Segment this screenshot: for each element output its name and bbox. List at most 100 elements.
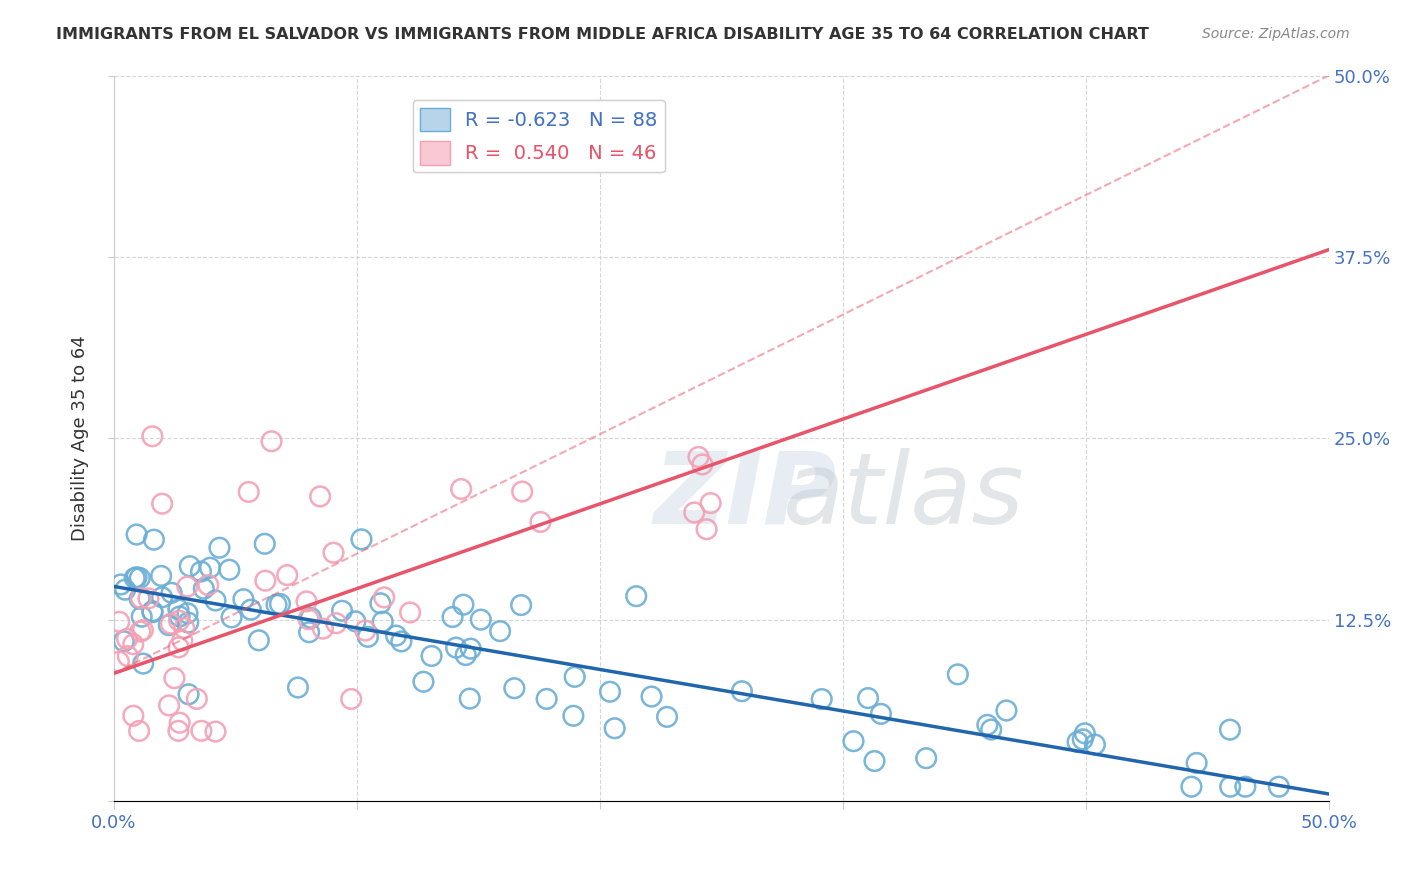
- Point: [176, 607, 198, 621]
- Point: [238, 485, 260, 500]
- Point: [169, 715, 191, 730]
- Point: [309, 490, 332, 504]
- Point: [208, 541, 231, 555]
- Point: [190, 723, 212, 738]
- Point: [179, 559, 201, 574]
- Point: [163, 671, 186, 685]
- Point: [172, 633, 194, 648]
- Point: [699, 496, 721, 510]
- Point: [295, 594, 318, 608]
- Text: IMMIGRANTS FROM EL SALVADOR VS IMMIGRANTS FROM MIDDLE AFRICA DISABILITY AGE 35 T: IMMIGRANTS FROM EL SALVADOR VS IMMIGRANT…: [56, 27, 1149, 42]
- Point: [129, 624, 152, 639]
- Point: [122, 708, 145, 723]
- Point: [1180, 780, 1202, 794]
- Point: [373, 591, 395, 605]
- Point: [946, 667, 969, 681]
- Point: [128, 571, 150, 585]
- Point: [371, 615, 394, 629]
- Point: [510, 484, 533, 499]
- Point: [870, 706, 893, 721]
- Point: [160, 586, 183, 600]
- Point: [420, 648, 443, 663]
- Point: [420, 648, 443, 663]
- Point: [169, 609, 191, 624]
- Point: [218, 563, 240, 577]
- Point: [1219, 723, 1241, 737]
- Point: [915, 751, 938, 765]
- Point: [454, 648, 477, 662]
- Point: [150, 591, 173, 605]
- Point: [122, 637, 145, 651]
- Point: [453, 598, 475, 612]
- Point: [186, 692, 208, 706]
- Point: [1084, 738, 1107, 752]
- Point: [112, 634, 135, 648]
- Point: [198, 560, 221, 574]
- Point: [863, 754, 886, 768]
- Point: [253, 537, 276, 551]
- Point: [297, 612, 319, 626]
- Point: [190, 565, 212, 579]
- Point: [489, 624, 512, 639]
- Point: [266, 598, 288, 612]
- Point: [810, 692, 832, 706]
- Point: [325, 616, 347, 631]
- Point: [640, 690, 662, 704]
- Point: [297, 612, 319, 626]
- Point: [108, 655, 131, 669]
- Point: [115, 632, 138, 646]
- Point: [330, 604, 353, 618]
- Point: [1185, 756, 1208, 770]
- Point: [536, 692, 558, 706]
- Point: [856, 691, 879, 706]
- Point: [266, 598, 288, 612]
- Point: [298, 625, 321, 640]
- Point: [599, 684, 621, 698]
- Point: [529, 515, 551, 529]
- Point: [276, 568, 298, 582]
- Point: [1074, 726, 1097, 740]
- Point: [350, 533, 373, 547]
- Point: [141, 605, 163, 619]
- Point: [138, 591, 160, 606]
- Text: ZIP: ZIP: [654, 448, 837, 545]
- Point: [441, 610, 464, 624]
- Point: [150, 569, 173, 583]
- Point: [128, 591, 150, 606]
- Point: [167, 602, 190, 616]
- Point: [692, 458, 714, 472]
- Point: [160, 616, 183, 631]
- Point: [132, 623, 155, 637]
- Point: [138, 591, 160, 606]
- Point: [169, 609, 191, 624]
- Point: [204, 593, 226, 607]
- Point: [340, 692, 363, 706]
- Point: [221, 610, 243, 624]
- Point: [167, 640, 190, 655]
- Point: [142, 533, 165, 547]
- Point: [688, 450, 710, 464]
- Point: [193, 582, 215, 596]
- Point: [108, 655, 131, 669]
- Point: [160, 586, 183, 600]
- Point: [110, 577, 132, 591]
- Point: [640, 690, 662, 704]
- Point: [564, 670, 586, 684]
- Point: [322, 546, 344, 560]
- Point: [389, 634, 412, 648]
- Point: [370, 596, 392, 610]
- Point: [124, 571, 146, 585]
- Point: [312, 622, 335, 636]
- Point: [177, 687, 200, 701]
- Point: [450, 482, 472, 496]
- Point: [179, 559, 201, 574]
- Point: [141, 605, 163, 619]
- Point: [1074, 726, 1097, 740]
- Point: [1219, 780, 1241, 794]
- Point: [128, 723, 150, 738]
- Point: [117, 649, 139, 664]
- Point: [253, 537, 276, 551]
- Point: [128, 723, 150, 738]
- Point: [173, 621, 195, 635]
- Point: [177, 615, 200, 630]
